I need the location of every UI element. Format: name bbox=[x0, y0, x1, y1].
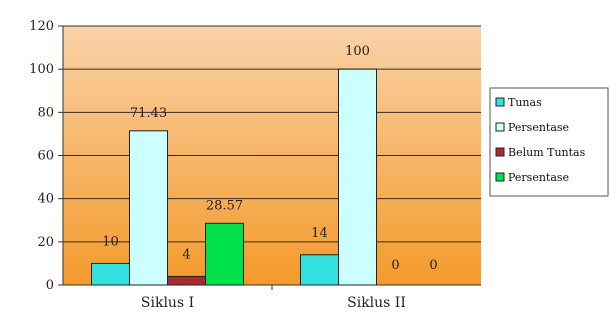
category-label: Siklus I bbox=[141, 295, 194, 311]
y-tick-label: 80 bbox=[37, 105, 54, 120]
legend-swatch bbox=[495, 172, 505, 182]
bar bbox=[167, 275, 206, 286]
y-tick-label: 120 bbox=[29, 19, 54, 34]
y-tick-label: 20 bbox=[37, 235, 54, 250]
data-label: 71.43 bbox=[130, 106, 167, 121]
y-tick-label: 40 bbox=[37, 192, 54, 207]
data-label: 14 bbox=[311, 226, 328, 241]
legend-label: Tunas bbox=[508, 96, 542, 109]
legend: Tunas Persentase Belum Tuntas Persentase bbox=[489, 87, 609, 197]
y-tick-label: 100 bbox=[29, 62, 54, 77]
bar bbox=[205, 222, 244, 286]
legend-swatch bbox=[495, 147, 505, 157]
data-label: 4 bbox=[182, 247, 190, 262]
data-label: 28.57 bbox=[206, 198, 243, 213]
legend-label: Persentase bbox=[508, 121, 569, 134]
legend-label: Persentase bbox=[508, 171, 569, 184]
bar bbox=[338, 68, 377, 286]
y-tick-label: 60 bbox=[37, 149, 54, 164]
data-label: 10 bbox=[102, 234, 119, 249]
category-label: Siklus II bbox=[347, 295, 406, 311]
y-tick-label: 0 bbox=[46, 278, 54, 293]
data-labels: 10 71.43 4 28.57 14 100 0 0 bbox=[102, 44, 437, 273]
bars bbox=[91, 68, 377, 286]
legend-swatch bbox=[495, 122, 505, 132]
bar bbox=[300, 254, 339, 286]
data-label: 100 bbox=[345, 44, 370, 59]
bar bbox=[91, 262, 130, 286]
legend-swatch bbox=[495, 97, 505, 107]
bar bbox=[129, 130, 168, 286]
legend-box bbox=[489, 87, 609, 197]
data-label: 0 bbox=[429, 258, 437, 273]
legend-label: Belum Tuntas bbox=[508, 146, 586, 159]
data-label: 0 bbox=[391, 258, 399, 273]
